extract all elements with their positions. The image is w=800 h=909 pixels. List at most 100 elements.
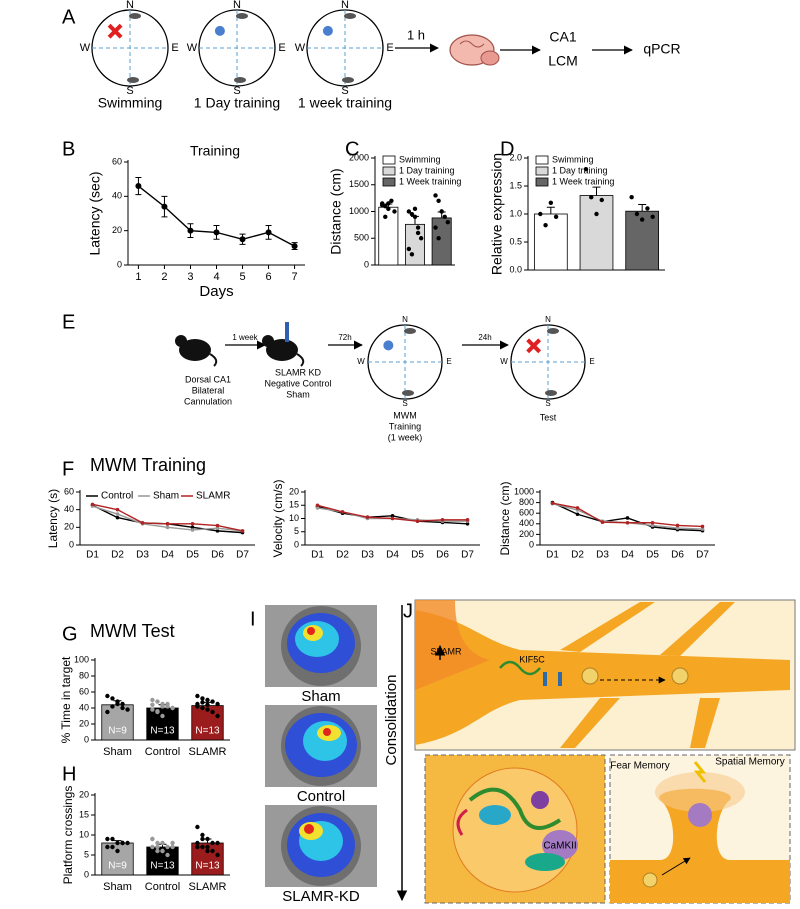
x-tick-label: D3 (361, 550, 374, 561)
y-tick-label: 0 (84, 869, 89, 879)
data-point (465, 518, 470, 522)
bar (404, 223, 425, 266)
x-tick-label: D1 (86, 550, 99, 561)
compass: E (278, 42, 285, 54)
y-axis-label: Relative expression (489, 153, 505, 275)
data-dot (195, 840, 200, 846)
label: Bilateral (192, 385, 225, 395)
data-point (90, 502, 95, 507)
data-dot (386, 201, 391, 206)
platform-x (526, 338, 542, 354)
data-dot (436, 198, 441, 203)
label: SLAMR KD (275, 367, 322, 377)
data-dot (160, 704, 165, 709)
data-point (215, 526, 220, 531)
x-tick-label: D2 (336, 550, 349, 561)
y-tick-label: 20 (79, 789, 89, 799)
y-axis-label: Distance (cm) (328, 168, 344, 254)
bar-annotation: N=13 (150, 726, 175, 737)
data-dot (115, 699, 120, 704)
panel-label: G (62, 623, 78, 645)
x-tick-label: D5 (186, 550, 199, 561)
data-dot (553, 214, 559, 219)
x-tick-label: Sham (103, 746, 132, 758)
compass: N (126, 0, 134, 11)
data-dot (170, 840, 175, 846)
x-tick-label: 5 (239, 271, 245, 283)
data-dot (215, 701, 220, 707)
mouse-icon (179, 339, 211, 361)
mouse (344, 13, 356, 19)
data-dot (195, 701, 200, 707)
data-dot (433, 225, 438, 230)
y-axis-label: Platform crossings (61, 786, 75, 885)
x-tick-label: D7 (696, 550, 709, 561)
data-point (625, 516, 630, 520)
label: Cannulation (184, 396, 232, 406)
data-point (115, 512, 120, 516)
compass: S (545, 399, 550, 408)
bar-annotation: N=9 (108, 726, 127, 737)
data-dot (170, 844, 175, 850)
x-tick-label: 1 (135, 271, 141, 283)
data-dot (442, 214, 447, 220)
data-point (115, 515, 120, 520)
data-dot (205, 702, 210, 707)
data-dot (200, 705, 205, 711)
y-tick-label: 20 (112, 225, 122, 235)
data-dot (543, 223, 548, 228)
data-dot (195, 824, 200, 830)
x-tick-label: 2 (161, 271, 167, 283)
data-dot (110, 844, 115, 850)
compass: E (171, 42, 178, 54)
mouse (402, 390, 414, 396)
data-point (465, 522, 470, 526)
bar-annotation: N=13 (195, 861, 220, 872)
data-dot (195, 844, 200, 850)
data-dot (170, 705, 175, 711)
label: Test (540, 412, 557, 422)
label: Swimming (98, 95, 163, 111)
label: 1 week training (298, 95, 392, 111)
data-point (190, 522, 195, 526)
data-point (291, 243, 298, 250)
data-dot (210, 840, 215, 846)
x-tick-label: D5 (411, 550, 424, 561)
mouse (236, 13, 248, 19)
x-tick-label: Sham (103, 881, 132, 893)
data-point (625, 520, 630, 525)
label: SLAMR (430, 646, 462, 656)
data-dot (155, 709, 160, 714)
data-dot (160, 840, 165, 846)
legend-swatch (535, 177, 549, 187)
data-dot (200, 696, 205, 701)
label: Sham (286, 389, 310, 399)
heatmap (265, 605, 377, 687)
data-point (265, 229, 272, 236)
data-dot (120, 705, 125, 711)
data-dot (115, 840, 120, 846)
x-tick-label: D3 (136, 550, 149, 561)
compass: W (500, 357, 508, 366)
data-dot (583, 167, 589, 172)
label: Consolidation (383, 675, 400, 766)
data-point (650, 523, 655, 528)
data-point (161, 203, 168, 210)
data-point (165, 525, 170, 530)
y-tick-label: 0.5 (509, 236, 522, 246)
panel-label: B (62, 138, 75, 160)
y-axis-label: Velocity (cm/s) (271, 479, 285, 557)
panel-label: E (62, 311, 75, 333)
data-dot (150, 836, 155, 842)
data-point (190, 525, 195, 530)
data-point (575, 512, 580, 517)
data-dot (629, 195, 634, 200)
data-point (187, 227, 194, 234)
compass: E (589, 357, 594, 366)
data-dot (386, 206, 391, 212)
data-dot (412, 206, 418, 212)
data-dot (634, 211, 640, 217)
data-dot (379, 202, 385, 208)
data-dot (200, 836, 205, 842)
